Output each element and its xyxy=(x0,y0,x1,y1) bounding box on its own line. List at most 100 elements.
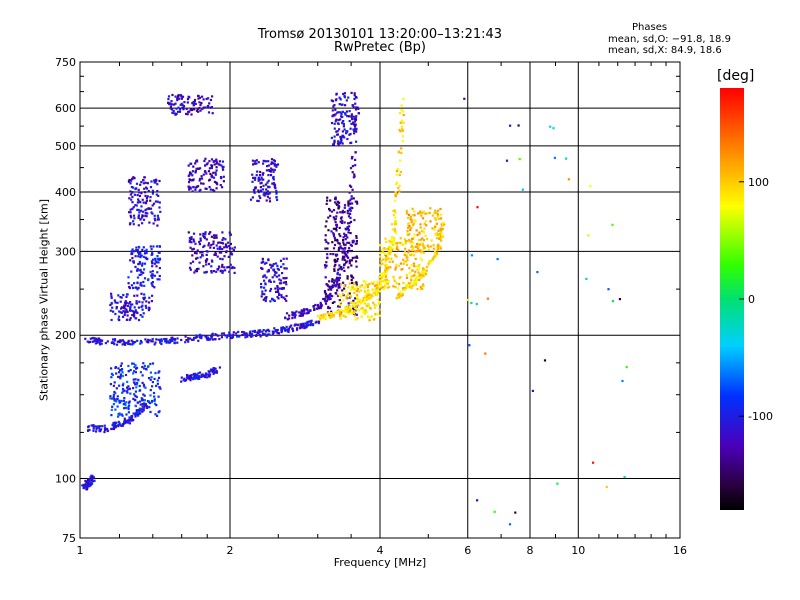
echo-point xyxy=(197,185,200,188)
echo-point xyxy=(339,98,342,101)
echo-point xyxy=(266,185,270,188)
echo-point xyxy=(172,109,175,113)
echo-point xyxy=(343,263,346,266)
echo-point xyxy=(174,113,177,116)
echo-point xyxy=(263,286,266,289)
echo-point xyxy=(285,312,289,315)
echo-point xyxy=(336,200,339,203)
echo-point xyxy=(197,97,200,100)
echo-point xyxy=(431,227,434,230)
echo-point xyxy=(120,424,123,427)
echo-point xyxy=(256,170,259,173)
echo-point xyxy=(429,261,433,264)
echo-point xyxy=(357,288,360,291)
echo-point xyxy=(110,427,113,431)
echo-point xyxy=(129,214,132,217)
echo-point xyxy=(438,235,441,238)
echo-point xyxy=(121,414,124,417)
echo-point xyxy=(278,292,281,295)
echo-point xyxy=(413,233,416,236)
echo-point xyxy=(199,237,202,240)
echo-point xyxy=(158,258,161,261)
echo-point xyxy=(134,378,137,381)
echo-point xyxy=(403,254,406,257)
echo-point xyxy=(136,201,139,204)
echo-point xyxy=(326,196,329,199)
echo-point xyxy=(149,394,152,397)
echo-point xyxy=(198,261,201,264)
echo-point xyxy=(286,318,289,321)
echo-point xyxy=(331,284,334,287)
echo-point xyxy=(407,251,410,254)
echo-point xyxy=(110,302,113,305)
echo-point xyxy=(288,325,291,328)
echo-point xyxy=(119,377,122,380)
echo-point xyxy=(251,180,254,183)
echo-point xyxy=(327,315,330,318)
echo-point xyxy=(344,113,347,116)
echo-point xyxy=(329,252,332,256)
echo-point xyxy=(157,371,160,374)
echo-point xyxy=(143,385,146,388)
echo-point xyxy=(213,189,216,192)
echo-point xyxy=(151,385,154,388)
echo-point xyxy=(221,166,224,169)
echo-point xyxy=(188,181,191,184)
echo-point xyxy=(322,316,326,319)
echo-point xyxy=(211,369,214,372)
echo-point xyxy=(393,228,397,231)
echo-point xyxy=(202,232,205,235)
echo-point xyxy=(338,96,341,99)
echo-point xyxy=(171,93,174,97)
echo-point xyxy=(194,188,197,191)
echo-point xyxy=(109,383,112,386)
echo-point xyxy=(364,290,367,293)
echo-point xyxy=(342,310,346,313)
echo-point xyxy=(309,324,312,327)
echo-point xyxy=(329,297,332,301)
echo-point xyxy=(484,352,487,355)
echo-point xyxy=(284,328,287,331)
echo-point xyxy=(268,169,271,172)
echo-point xyxy=(155,384,158,387)
echo-point xyxy=(248,332,251,335)
echo-point xyxy=(410,245,413,249)
echo-point xyxy=(129,307,132,310)
echo-point xyxy=(87,425,90,428)
echo-point xyxy=(192,378,195,381)
echo-point xyxy=(143,187,146,190)
echo-point xyxy=(379,283,382,286)
echo-point xyxy=(144,403,147,406)
echo-point xyxy=(143,293,146,296)
echo-point xyxy=(190,377,193,380)
echo-point xyxy=(95,428,98,431)
echo-point xyxy=(220,241,223,244)
echo-point xyxy=(421,259,424,262)
echo-point xyxy=(164,338,167,341)
echo-point xyxy=(379,286,382,289)
echo-point xyxy=(253,162,256,165)
echo-point xyxy=(148,221,151,224)
echo-point xyxy=(269,287,273,291)
echo-point xyxy=(235,332,238,335)
echo-point xyxy=(393,277,396,280)
echo-point xyxy=(157,251,160,254)
echo-point xyxy=(121,374,124,378)
echo-point xyxy=(157,338,160,341)
echo-point xyxy=(110,292,113,295)
echo-point xyxy=(127,385,130,388)
echo-point xyxy=(154,402,157,405)
echo-point xyxy=(385,264,388,267)
echo-point xyxy=(153,274,156,277)
echo-point xyxy=(411,269,414,272)
echo-point xyxy=(275,189,278,193)
echo-point xyxy=(419,257,422,260)
echo-point xyxy=(420,229,424,233)
echo-point xyxy=(261,257,264,260)
echo-point xyxy=(364,280,367,283)
echo-point xyxy=(113,399,116,402)
echo-point xyxy=(188,96,191,99)
echo-point xyxy=(131,201,134,204)
echo-point xyxy=(221,242,225,245)
echo-point xyxy=(352,239,355,242)
